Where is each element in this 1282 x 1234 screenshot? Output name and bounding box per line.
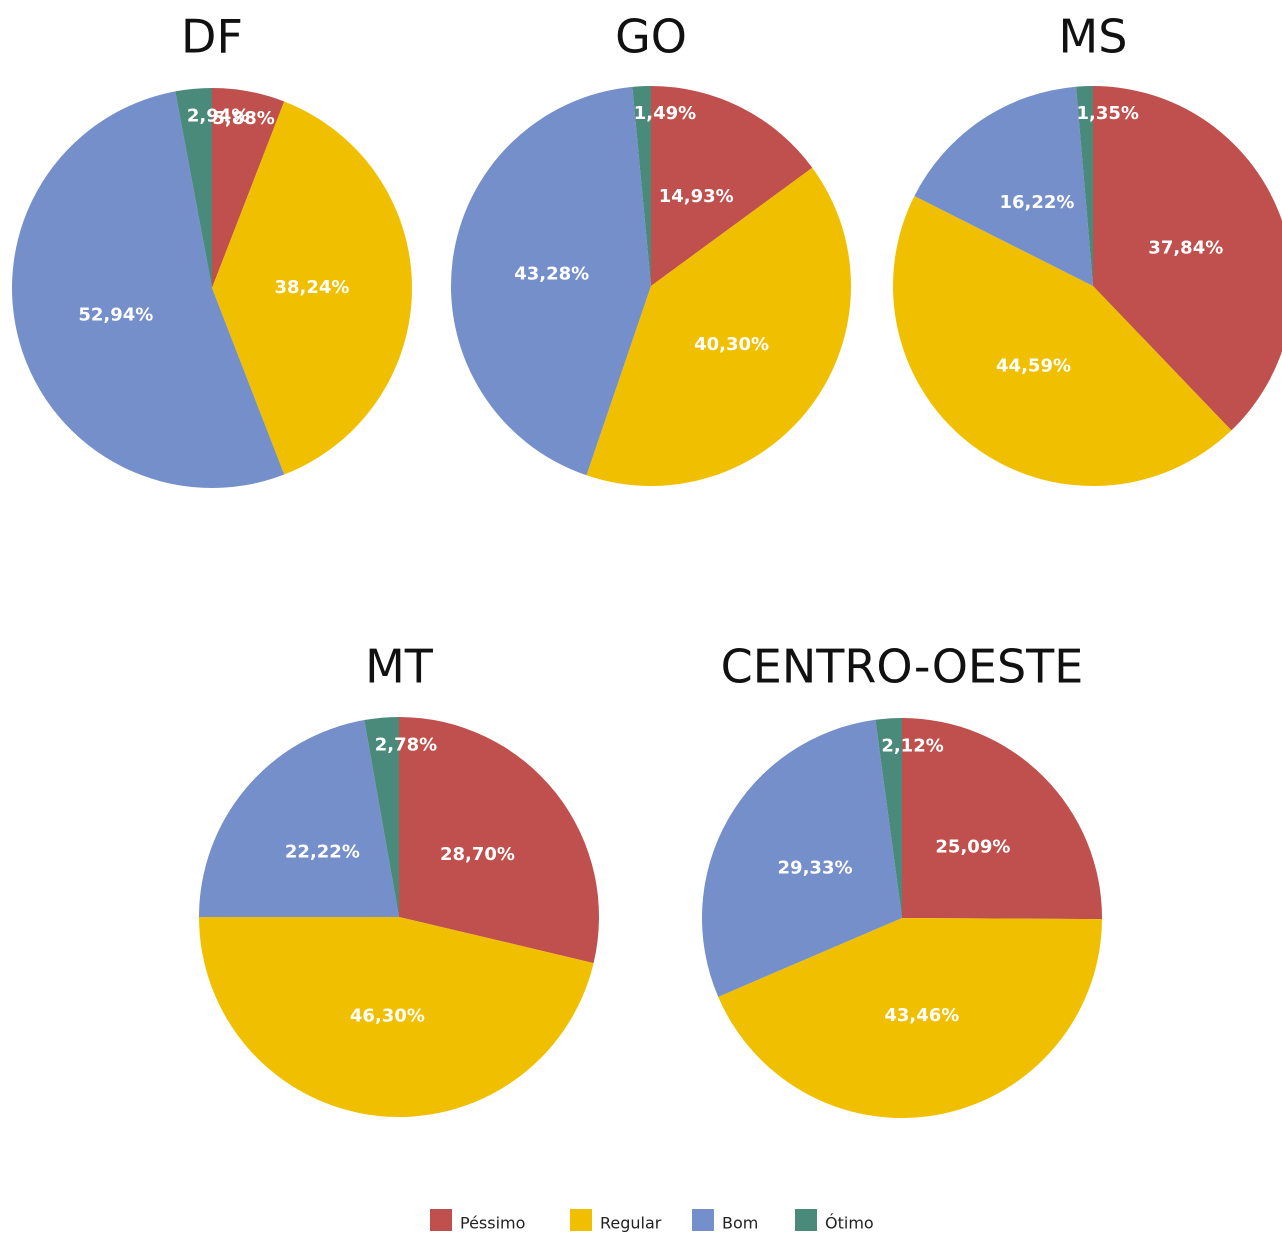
value-label: 1,49%: [634, 103, 696, 124]
value-label: 43,28%: [514, 263, 589, 284]
value-label: 38,24%: [275, 277, 350, 298]
pie-slice: [892, 195, 1232, 487]
value-label: 1,35%: [1076, 103, 1138, 124]
value-label: 44,59%: [996, 355, 1071, 376]
pie-slice: [212, 101, 412, 475]
chart-title: CENTRO-OESTE: [721, 640, 1084, 694]
legend-swatch: [692, 1209, 714, 1231]
legend-label: Ótimo: [825, 1214, 874, 1233]
pie-slice: [914, 86, 1093, 287]
pie-slice: [702, 719, 902, 997]
legend-label: Péssimo: [460, 1214, 525, 1233]
value-label: 2,94%: [187, 106, 249, 127]
pie-slice: [175, 88, 212, 288]
chart-title: MT: [365, 640, 434, 694]
chart-title: GO: [615, 10, 687, 64]
pie-slice: [199, 720, 399, 917]
legend-swatch: [430, 1209, 452, 1231]
pie-slice: [1076, 86, 1093, 286]
pie-slice: [718, 918, 1102, 1118]
value-label: 40,30%: [694, 334, 769, 355]
pie-slice: [586, 167, 851, 487]
value-label: 22,22%: [285, 842, 360, 863]
value-label: 29,33%: [778, 858, 853, 879]
value-label: 43,46%: [884, 1005, 959, 1026]
value-label: 25,09%: [935, 836, 1010, 857]
value-label: 37,84%: [1148, 238, 1223, 259]
legend-swatch: [795, 1209, 817, 1231]
value-label: 14,93%: [659, 186, 734, 207]
legend-swatch: [570, 1209, 592, 1231]
pie-slice: [451, 86, 651, 476]
pie-slice: [199, 917, 594, 1117]
value-label: 5,88%: [212, 108, 274, 129]
pie-slice: [399, 717, 599, 964]
value-label: 2,78%: [375, 735, 437, 756]
chart-title: MS: [1059, 10, 1128, 64]
legend-label: Regular: [600, 1214, 662, 1233]
value-label: 52,94%: [78, 304, 153, 325]
value-label: 46,30%: [350, 1005, 425, 1026]
pie-slice: [12, 91, 285, 489]
pie-slice: [1093, 86, 1282, 431]
pie-slice: [632, 86, 651, 286]
pie-slice: [364, 717, 399, 917]
value-label: 16,22%: [1000, 192, 1075, 213]
chart-title: DF: [181, 10, 243, 64]
pie-slice: [651, 86, 813, 286]
pie-slice: [212, 88, 285, 288]
pie-slice: [875, 718, 902, 918]
value-label: 2,12%: [881, 735, 943, 756]
value-label: 28,70%: [440, 844, 515, 865]
pie-slice: [902, 718, 1102, 920]
legend-label: Bom: [722, 1214, 758, 1233]
